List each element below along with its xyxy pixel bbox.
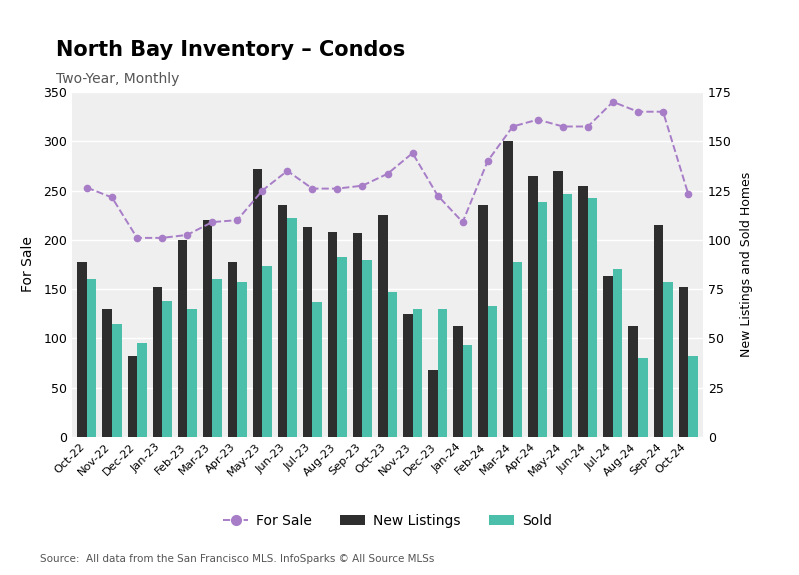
Bar (252, 169, 262, 437)
Bar (278, 205, 288, 437)
Bar (428, 370, 438, 437)
For Sale (458, 218, 467, 225)
Bar (603, 277, 613, 437)
For Sale (233, 217, 242, 224)
Bar (513, 262, 523, 437)
Text: Two-Year, Monthly: Two-Year, Monthly (56, 72, 179, 86)
Y-axis label: New Listings and Sold Homes: New Listings and Sold Homes (740, 172, 753, 357)
Bar (663, 282, 673, 437)
Bar (588, 198, 598, 437)
Bar (578, 186, 588, 437)
Text: North Bay Inventory – Condos: North Bay Inventory – Condos (56, 40, 405, 60)
Bar (629, 325, 638, 437)
Bar (213, 279, 221, 437)
Bar (102, 309, 112, 437)
Bar (412, 309, 422, 437)
Bar (337, 256, 347, 437)
Bar (388, 292, 397, 437)
For Sale (658, 108, 668, 115)
Y-axis label: For Sale: For Sale (21, 236, 35, 293)
Bar (688, 356, 698, 437)
Bar (237, 282, 247, 437)
Bar (453, 325, 463, 437)
Bar (463, 346, 472, 437)
Bar (528, 176, 538, 437)
For Sale (82, 184, 92, 191)
Bar (137, 343, 146, 437)
For Sale (208, 218, 217, 225)
Bar (654, 225, 663, 437)
Bar (78, 262, 87, 437)
Bar (363, 259, 372, 437)
Line: For Sale: For Sale (84, 99, 691, 241)
For Sale (107, 194, 117, 201)
Bar (438, 309, 447, 437)
Bar (187, 309, 197, 437)
Bar (288, 218, 297, 437)
For Sale (683, 190, 693, 197)
Bar (303, 227, 312, 437)
For Sale (533, 116, 543, 123)
For Sale (283, 167, 292, 174)
Bar (562, 194, 572, 437)
Bar (177, 240, 187, 437)
Bar (262, 266, 272, 437)
Bar (312, 302, 322, 437)
Bar (378, 215, 388, 437)
Bar (538, 202, 547, 437)
For Sale (407, 150, 417, 156)
Bar (678, 287, 688, 437)
Bar (554, 171, 562, 437)
For Sale (483, 158, 492, 164)
Bar (638, 358, 647, 437)
Bar (613, 270, 622, 437)
For Sale (182, 232, 192, 239)
Legend: For Sale, New Listings, Sold: For Sale, New Listings, Sold (217, 508, 558, 534)
Bar (478, 205, 487, 437)
Bar (228, 262, 237, 437)
Bar (487, 306, 497, 437)
For Sale (308, 185, 317, 192)
For Sale (257, 187, 267, 194)
Text: Source:  All data from the San Francisco MLS. InfoSparks © All Source MLSs: Source: All data from the San Francisco … (40, 554, 435, 564)
Bar (87, 279, 97, 437)
For Sale (157, 235, 167, 242)
For Sale (583, 123, 593, 130)
Bar (503, 141, 513, 437)
Bar (112, 324, 121, 437)
Bar (353, 233, 363, 437)
For Sale (433, 192, 443, 199)
Bar (162, 301, 172, 437)
For Sale (332, 185, 342, 192)
Bar (328, 232, 337, 437)
Bar (153, 287, 162, 437)
For Sale (358, 182, 368, 189)
For Sale (608, 98, 618, 105)
Bar (203, 220, 213, 437)
For Sale (558, 123, 567, 130)
Bar (403, 314, 412, 437)
For Sale (383, 170, 392, 177)
For Sale (508, 123, 518, 130)
Bar (128, 356, 137, 437)
For Sale (633, 108, 642, 115)
For Sale (133, 235, 142, 242)
